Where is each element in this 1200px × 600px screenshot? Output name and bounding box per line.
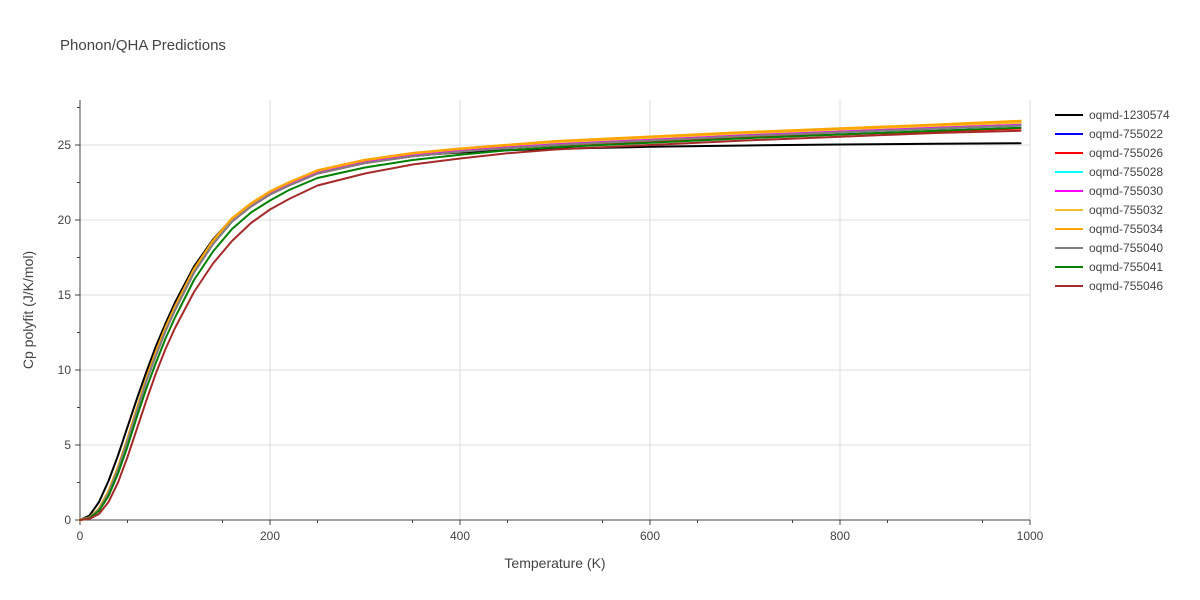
y-tick-label: 20 [58, 213, 72, 227]
legend-item[interactable]: oqmd-1230574 [1055, 108, 1170, 122]
series-line-oqmd-1230574 [79, 142, 1022, 521]
y-tick-label: 5 [64, 438, 71, 452]
legend-item[interactable]: oqmd-755040 [1055, 241, 1163, 255]
series-line-oqmd-755028 [79, 123, 1022, 521]
y-tick-label: 0 [64, 513, 71, 527]
series-lines [78, 119, 1022, 522]
x-tick-label: 1000 [1017, 529, 1044, 543]
legend-item[interactable]: oqmd-755030 [1055, 184, 1163, 198]
legend-label: oqmd-755022 [1089, 127, 1163, 141]
legend-label: oqmd-755034 [1089, 222, 1163, 236]
y-tick-label: 15 [58, 288, 72, 302]
series-line-oqmd-755046 [79, 129, 1022, 521]
legend-label: oqmd-755028 [1089, 165, 1163, 179]
legend-item[interactable]: oqmd-755034 [1055, 222, 1163, 236]
x-tick-label: 600 [640, 529, 660, 543]
legend-label: oqmd-755026 [1089, 146, 1163, 160]
legend-item[interactable]: oqmd-755022 [1055, 127, 1163, 141]
x-tick-label: 400 [450, 529, 470, 543]
series-line-oqmd-755041 [79, 126, 1022, 521]
series-line-oqmd-755040 [79, 124, 1022, 521]
legend: oqmd-1230574 oqmd-755022 oqmd-755026 oqmd-7… [1055, 108, 1170, 293]
legend-label: oqmd-755041 [1089, 260, 1163, 274]
x-tick-label: 800 [830, 529, 850, 543]
legend-item[interactable]: oqmd-755026 [1055, 146, 1163, 160]
y-tick-label: 10 [58, 363, 72, 377]
legend-item[interactable]: oqmd-755028 [1055, 165, 1163, 179]
chart-title: Phonon/QHA Predictions [60, 37, 226, 54]
legend-label: oqmd-755046 [1089, 279, 1163, 293]
y-tick-label: 25 [58, 138, 72, 152]
x-axis-title: Temperature (K) [504, 555, 605, 571]
legend-item[interactable]: oqmd-755032 [1055, 203, 1163, 217]
series-line-oqmd-755030 [79, 123, 1022, 521]
legend-label: oqmd-755040 [1089, 241, 1163, 255]
legend-label: oqmd-1230574 [1089, 108, 1170, 122]
legend-item[interactable]: oqmd-755046 [1055, 279, 1163, 293]
legend-label: oqmd-755032 [1089, 203, 1163, 217]
series-line-oqmd-755026 [79, 127, 1022, 521]
x-tick-label: 200 [260, 529, 280, 543]
y-axis-title: Cp polyfit (J/K/mol) [20, 251, 36, 369]
series-line-oqmd-755034 [78, 119, 1022, 522]
y-ticks: 0 5 10 15 20 25 [58, 107, 80, 527]
x-tick-label: 0 [77, 529, 84, 543]
series-line-oqmd-755032 [78, 121, 1022, 522]
legend-label: oqmd-755030 [1089, 184, 1163, 198]
x-ticks: 0 200 400 600 800 1000 [77, 520, 1044, 543]
series-line-oqmd-755022 [79, 124, 1022, 521]
grid [80, 100, 1031, 520]
legend-item[interactable]: oqmd-755041 [1055, 260, 1163, 274]
axes [79, 100, 1030, 521]
